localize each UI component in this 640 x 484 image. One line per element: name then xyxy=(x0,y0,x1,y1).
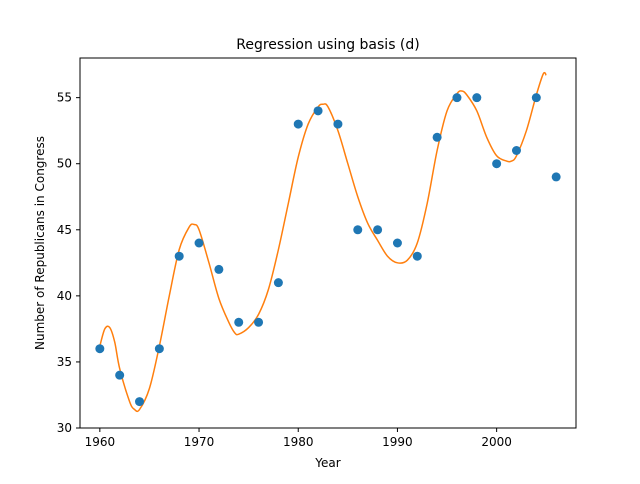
y-axis: 30 35 40 45 50 55 xyxy=(57,91,80,435)
data-point xyxy=(412,251,422,261)
y-axis-label: Number of Republicans in Congress xyxy=(33,136,47,350)
data-point xyxy=(115,370,125,380)
y-tick-label: 50 xyxy=(57,157,72,171)
plot-area xyxy=(79,57,577,429)
x-tick-label: 2000 xyxy=(481,435,512,449)
data-point xyxy=(254,317,264,327)
data-point xyxy=(511,146,521,155)
data-point xyxy=(234,317,244,327)
data-point xyxy=(174,251,184,261)
points-layer xyxy=(95,93,561,407)
data-point xyxy=(154,344,164,354)
data-point xyxy=(135,397,145,407)
data-point xyxy=(273,278,283,288)
chart-title: Regression using basis (d) xyxy=(236,37,420,53)
data-point xyxy=(551,172,561,182)
x-tick-label: 1960 xyxy=(85,435,116,449)
data-point xyxy=(353,225,363,235)
plot-frame xyxy=(79,57,577,429)
y-tick-label: 30 xyxy=(57,421,72,435)
y-tick-label: 35 xyxy=(57,355,72,369)
y-tick-label: 45 xyxy=(57,223,72,237)
data-point xyxy=(194,238,204,248)
data-point xyxy=(492,159,502,169)
y-tick-label: 55 xyxy=(57,91,72,105)
x-axis: 1960 1970 1980 1990 2000 xyxy=(85,428,512,449)
data-point xyxy=(293,119,303,129)
data-point xyxy=(432,132,442,142)
data-point xyxy=(531,93,541,103)
y-tick-label: 40 xyxy=(57,289,72,303)
data-point xyxy=(214,264,224,274)
data-point xyxy=(333,119,343,129)
data-point xyxy=(313,106,323,116)
x-tick-label: 1990 xyxy=(382,435,413,449)
data-point xyxy=(472,93,482,103)
x-tick-label: 1980 xyxy=(283,435,314,449)
data-point xyxy=(373,225,383,235)
x-axis-label: Year xyxy=(314,456,340,470)
x-tick-label: 1970 xyxy=(184,435,215,449)
data-point xyxy=(392,238,402,248)
data-point xyxy=(452,93,462,103)
data-point xyxy=(95,344,105,354)
